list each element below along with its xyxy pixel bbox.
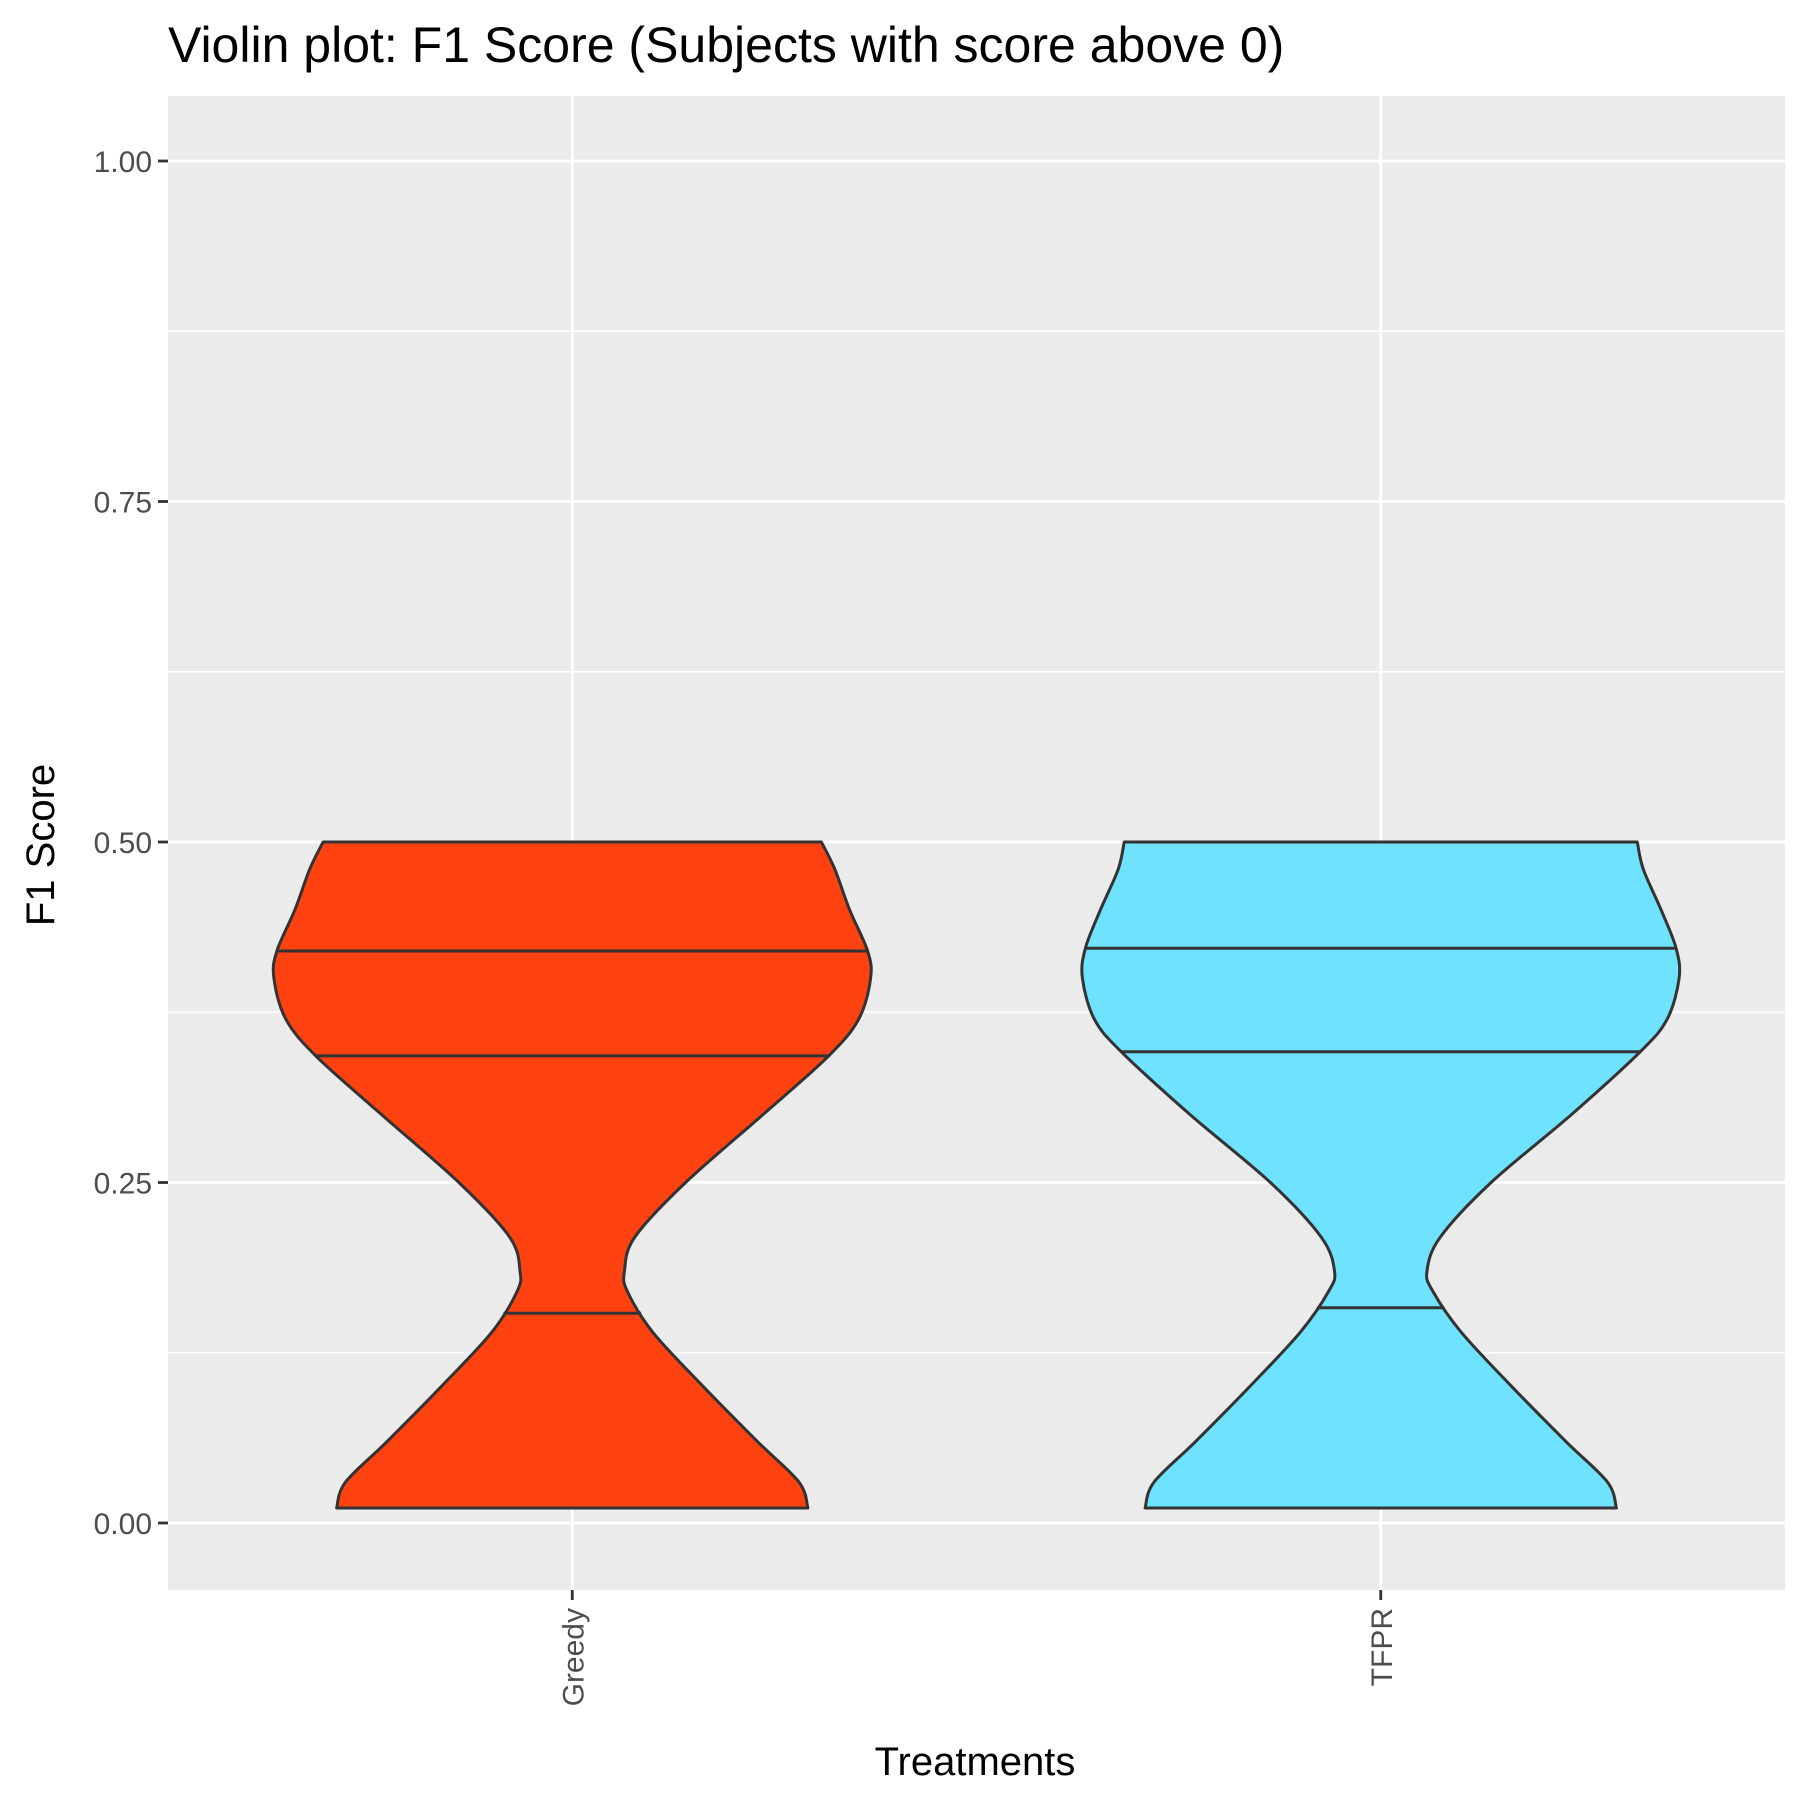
- y-tick-label: 0.00: [94, 1508, 152, 1541]
- violin-tfpr: [1080, 840, 1682, 1510]
- chart-title: Violin plot: F1 Score (Subjects with sco…: [168, 17, 1284, 73]
- plot-area: 0.00 0.25 0.50 0.75 1.00 Greedy TFPR: [94, 96, 1785, 1706]
- x-tick-label: Greedy: [557, 1608, 590, 1706]
- x-axis-title: Treatments: [875, 1740, 1076, 1784]
- y-tick-label: 0.75: [94, 487, 152, 520]
- y-axis-title: F1 Score: [19, 764, 63, 926]
- x-tick-label: TFPR: [1366, 1608, 1399, 1686]
- y-tick-label: 0.50: [94, 827, 152, 860]
- violin-greedy: [271, 840, 873, 1510]
- y-tick-label: 0.25: [94, 1168, 152, 1201]
- y-tick-label: 1.00: [94, 146, 152, 179]
